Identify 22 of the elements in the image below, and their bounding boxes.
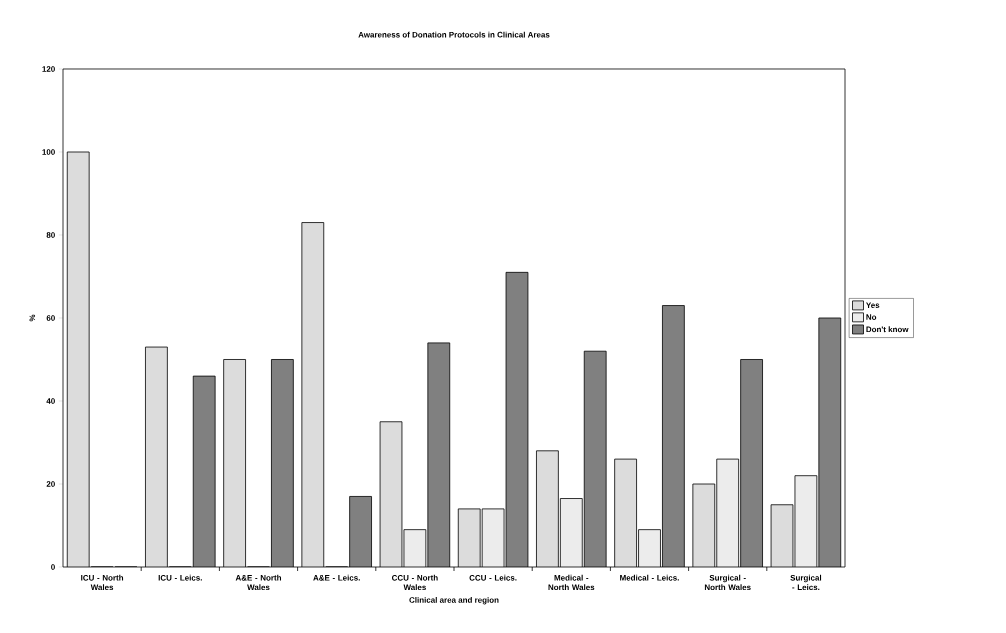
- bar: [145, 347, 168, 567]
- bar: [536, 450, 559, 567]
- bar: [770, 504, 794, 567]
- bar: [506, 272, 528, 567]
- bar: [584, 351, 607, 567]
- bar: [458, 508, 481, 567]
- bar: [740, 359, 763, 567]
- bar: [427, 342, 450, 567]
- bar: [818, 317, 842, 567]
- bar: [638, 529, 661, 567]
- bar: [560, 498, 583, 567]
- bar: [380, 421, 402, 567]
- bar: [271, 359, 294, 567]
- bar: [223, 359, 246, 567]
- bar: [301, 222, 324, 567]
- bar: [794, 475, 818, 567]
- bar: [193, 376, 216, 567]
- bar: [67, 152, 90, 567]
- bar: [662, 305, 685, 567]
- bar: [614, 459, 637, 567]
- bar: [349, 496, 372, 567]
- bar: [716, 459, 739, 567]
